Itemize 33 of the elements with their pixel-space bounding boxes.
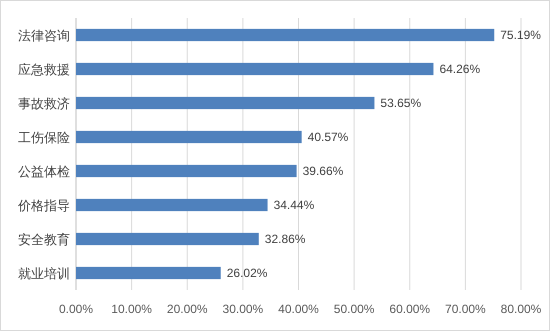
y-tick-label: 安全教育 (18, 232, 70, 247)
y-tick-label: 应急救援 (18, 62, 70, 77)
x-tick-label: 80.00% (500, 302, 542, 316)
x-tick-label: 70.00% (445, 302, 486, 316)
data-label: 26.02% (226, 266, 268, 280)
y-tick-label: 事故救济 (18, 96, 70, 111)
y-tick-label: 价格指导 (17, 198, 70, 213)
bar (76, 28, 494, 42)
bar (76, 198, 268, 212)
bar (76, 96, 374, 110)
x-tick-label: 40.00% (278, 302, 320, 316)
x-tick-label: 20.00% (166, 302, 208, 316)
x-tick-label: 0.00% (58, 302, 94, 316)
y-tick-label: 法律咨询 (18, 28, 70, 43)
x-tick-label: 60.00% (389, 302, 430, 316)
y-tick-label: 就业培训 (18, 266, 70, 281)
data-label: 64.26% (439, 62, 480, 76)
data-label: 75.19% (500, 28, 542, 42)
bar (76, 62, 434, 76)
x-tick-label: 50.00% (334, 302, 375, 316)
data-label: 39.66% (302, 164, 344, 178)
y-tick-label: 公益体检 (18, 164, 70, 179)
bar (76, 164, 297, 178)
bar (76, 266, 221, 280)
data-label: 32.86% (264, 232, 306, 246)
data-label: 40.57% (308, 130, 349, 144)
x-tick-label: 30.00% (222, 302, 264, 316)
x-tick-label: 10.00% (111, 302, 152, 316)
bar (76, 232, 259, 246)
data-label: 53.65% (380, 96, 422, 110)
data-label: 34.44% (274, 198, 315, 212)
bar (76, 130, 302, 144)
y-tick-label: 工伤保险 (18, 130, 70, 145)
